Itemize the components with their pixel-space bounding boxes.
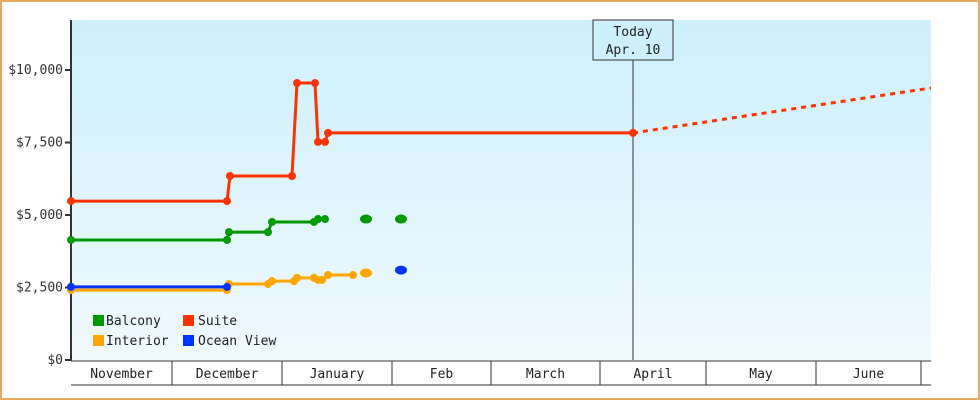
legend-label: Ocean View	[198, 334, 276, 349]
data-point[interactable]	[223, 235, 231, 244]
data-point[interactable]	[321, 215, 329, 224]
projection-line	[632, 86, 932, 135]
today-label: Today	[613, 25, 652, 40]
data-point[interactable]	[360, 268, 372, 278]
y-tick-label: $7,500	[16, 136, 63, 151]
legend: Balcony Suite Interior Ocean View	[93, 314, 276, 349]
data-point[interactable]	[67, 235, 75, 244]
ocean-view-swatch-icon	[183, 335, 194, 346]
data-point[interactable]	[324, 271, 332, 280]
data-point[interactable]	[314, 215, 322, 224]
legend-item-suite[interactable]: Suite	[183, 314, 237, 329]
data-point[interactable]	[67, 282, 75, 291]
series-layer	[67, 79, 932, 295]
today-annotation: Today Apr. 10	[592, 19, 674, 61]
data-point[interactable]	[288, 171, 296, 180]
legend-item-interior[interactable]: Interior	[93, 334, 169, 349]
x-axis-months: November December January Feb March April May J…	[71, 360, 931, 386]
month-label: March	[526, 367, 565, 382]
y-tick-label: $0	[47, 353, 63, 368]
y-tick-label: $10,000	[8, 63, 63, 78]
data-point[interactable]	[293, 273, 301, 282]
month-label: May	[749, 367, 773, 382]
series-ocean-view	[67, 265, 407, 291]
legend-item-ocean-view[interactable]: Ocean View	[183, 334, 276, 349]
data-point[interactable]	[395, 265, 407, 275]
month-label: Feb	[430, 367, 454, 382]
data-point[interactable]	[314, 137, 322, 146]
data-point[interactable]	[67, 197, 75, 206]
y-tick-label: $5,000	[16, 208, 63, 223]
data-point[interactable]	[321, 137, 329, 146]
data-point[interactable]	[324, 128, 332, 137]
data-point[interactable]	[311, 79, 319, 88]
month-label: April	[633, 367, 672, 382]
data-point[interactable]	[223, 282, 231, 291]
month-label: December	[196, 367, 259, 382]
data-point[interactable]	[223, 197, 231, 206]
y-tick-label: $2,500	[16, 281, 63, 296]
data-point[interactable]	[629, 128, 637, 137]
month-label: January	[310, 367, 365, 382]
interior-swatch-icon	[93, 335, 104, 346]
data-point[interactable]	[360, 214, 372, 224]
data-point[interactable]	[395, 214, 407, 224]
series-suite	[67, 79, 932, 206]
y-axis-ticks: $0 $2,500 $5,000 $7,500 $10,000	[8, 63, 71, 368]
legend-label: Interior	[106, 334, 169, 349]
balcony-swatch-icon	[93, 315, 104, 326]
data-point[interactable]	[225, 228, 233, 237]
data-point[interactable]	[349, 271, 357, 280]
plot-area	[71, 20, 931, 360]
series-balcony	[67, 214, 407, 244]
legend-label: Balcony	[106, 314, 161, 329]
legend-label: Suite	[198, 314, 237, 329]
month-label: November	[90, 367, 153, 382]
data-point[interactable]	[318, 275, 326, 284]
today-date: Apr. 10	[606, 43, 661, 58]
data-point[interactable]	[293, 79, 301, 88]
data-point[interactable]	[268, 217, 276, 226]
suite-swatch-icon	[183, 315, 194, 326]
legend-item-balcony[interactable]: Balcony	[93, 314, 161, 329]
data-point[interactable]	[268, 277, 276, 286]
data-point[interactable]	[226, 171, 234, 180]
data-point[interactable]	[264, 228, 272, 237]
month-label: June	[853, 367, 884, 382]
